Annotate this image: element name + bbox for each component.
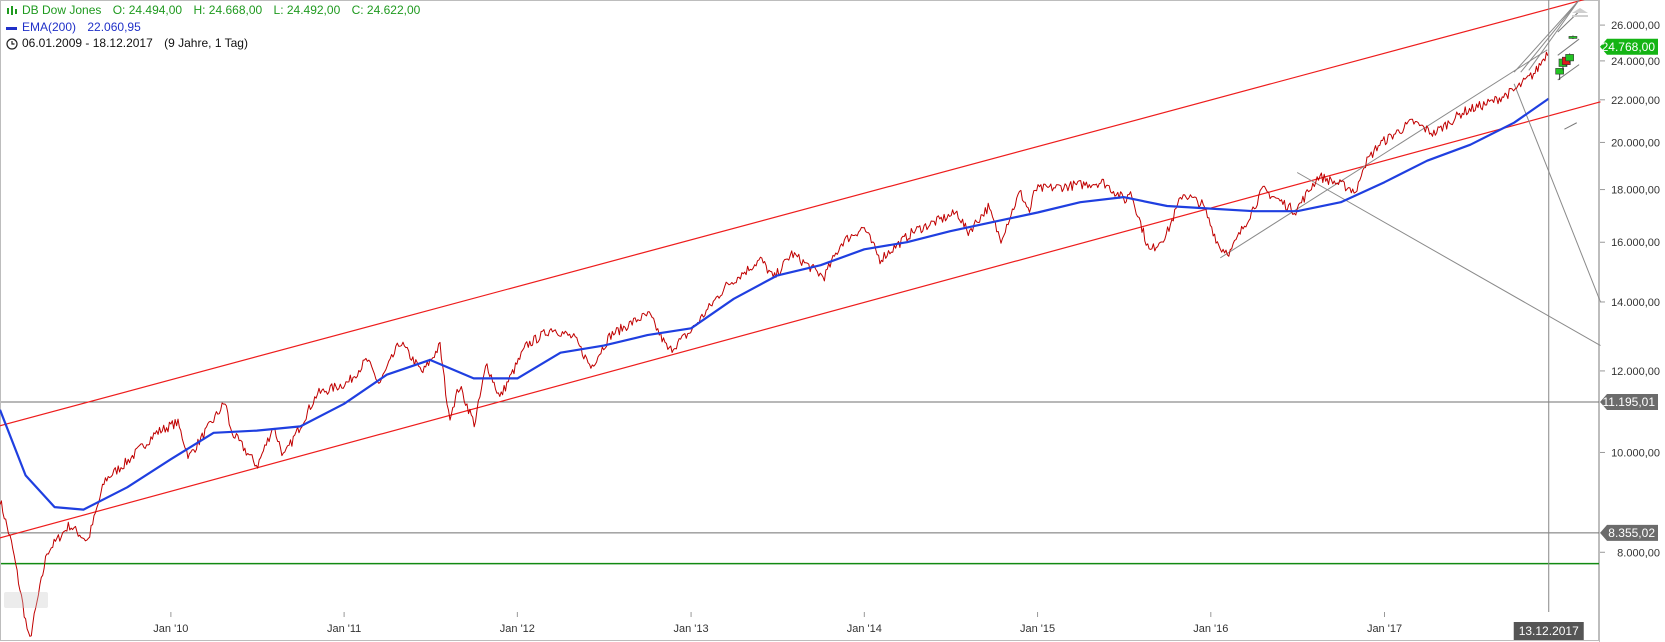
forecast-line-1: [1557, 38, 1580, 56]
y-tick-label-8: 24.000,00: [1611, 56, 1660, 68]
indicator-header: EMA(200) 22.060,95: [6, 20, 141, 34]
logo-watermark: [4, 592, 48, 608]
x-tick-label-0: Jan '10: [153, 623, 188, 635]
x-tick-label-1: Jan '11: [327, 623, 361, 635]
trendline-2: [1513, 83, 1601, 303]
y-tick-label-2: 12.000,00: [1611, 366, 1660, 378]
high-value: H: 24.668,00: [193, 3, 263, 17]
future-candle-body-0: [1555, 68, 1564, 75]
trendline-5: [1528, 0, 1580, 71]
future-candle-3: [1565, 53, 1574, 63]
date-range: 06.01.2009 - 18.12.2017: [22, 36, 153, 50]
crosshair-badge-shape: [1513, 622, 1584, 640]
last-price-badge-label: 24.768,00: [1602, 40, 1656, 54]
x-tick-label-3: Jan '13: [674, 623, 709, 635]
future-candle-body-4: [1568, 36, 1578, 39]
close-value: C: 24.622,00: [351, 3, 421, 17]
indicator-value: 22.060,95: [87, 20, 141, 34]
scroll-up-icon: [1572, 8, 1588, 13]
scroll-up-icon-bar: [1572, 15, 1588, 17]
horizontal-line-badge-1: 8.355,02: [1600, 524, 1658, 541]
x-tick-label-4: Jan '14: [847, 623, 882, 635]
horizontal-line-badge-0: 11.195,01: [1600, 393, 1658, 410]
x-tick-label-2: Jan '12: [500, 623, 535, 635]
ema-series-line: [0, 97, 1550, 511]
line-legend-icon: [6, 26, 17, 30]
last-price-badge-shape: [1600, 38, 1658, 55]
instrument-header: DB Dow Jones O: 24.494,00 H: 24.668,00 L…: [6, 3, 420, 17]
crosshair-badge-label: 13.12.2017: [1519, 624, 1579, 638]
candlestick-icon: [7, 5, 17, 15]
trendline-1: [1296, 172, 1601, 346]
x-tick-label-6: Jan '16: [1193, 623, 1228, 635]
y-tick-label-4: 16.000,00: [1611, 237, 1660, 249]
range-header: 06.01.2009 - 18.12.2017 (9 Jahre, 1 Tag): [6, 36, 248, 50]
y-tick-label-6: 20.000,00: [1611, 137, 1660, 149]
last-price-badge: 24.768,00: [1600, 38, 1658, 55]
x-tick-label-5: Jan '15: [1020, 623, 1055, 635]
horizontal-line-badge-1-label: 8.355,02: [1608, 526, 1655, 540]
horizontal-line-badge-0-label: 11.195,01: [1603, 395, 1656, 409]
crosshair-date-badge: 13.12.2017: [1513, 622, 1584, 640]
low-value: L: 24.492,00: [273, 3, 341, 17]
future-candle-body-3: [1565, 54, 1574, 62]
instrument-name: DB Dow Jones: [22, 3, 102, 17]
future-candle-0: [1555, 68, 1564, 80]
period-info: (9 Jahre, 1 Tag): [164, 36, 248, 50]
logo-watermark-shape: [4, 592, 48, 608]
horizontal-line-badge-1-shape: [1600, 524, 1658, 541]
plot-frame: [0, 0, 1599, 641]
forecast-line-2: [1557, 11, 1580, 33]
forecast-line-3: [1564, 122, 1577, 130]
trendline-3: [1513, 0, 1580, 73]
future-candle-4: [1568, 35, 1578, 40]
forecast-line-0: [1557, 64, 1580, 81]
y-tick-label-9: 26.000,00: [1611, 20, 1660, 32]
y-tick-label-3: 14.000,00: [1611, 297, 1660, 309]
open-value: O: 24.494,00: [112, 3, 183, 17]
channel-upper-line: [0, 0, 1585, 427]
y-tick-label-1: 10.000,00: [1611, 447, 1660, 459]
y-tick-label-5: 18.000,00: [1611, 185, 1660, 197]
trendline-0: [1220, 49, 1548, 259]
trendline-4: [1520, 0, 1580, 73]
price-series-line: [0, 51, 1549, 637]
y-tick-label-0: 8.000,00: [1617, 547, 1660, 559]
channel-lower-line: [0, 101, 1601, 539]
clock-icon: [6, 38, 18, 50]
x-tick-label-7: Jan '17: [1367, 623, 1402, 635]
horizontal-line-badge-0-shape: [1600, 393, 1658, 410]
y-tick-label-7: 22.000,00: [1611, 95, 1660, 107]
indicator-name: EMA(200): [22, 20, 77, 34]
